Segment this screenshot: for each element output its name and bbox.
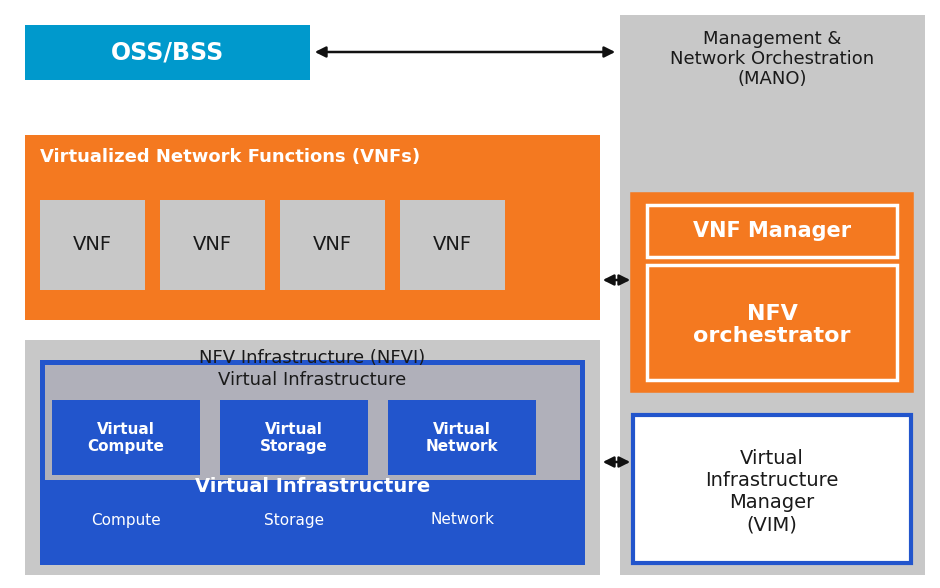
Bar bbox=[220, 400, 368, 475]
Text: orchestrator: orchestrator bbox=[694, 326, 851, 346]
Bar bbox=[647, 205, 897, 257]
Text: Storage: Storage bbox=[260, 439, 328, 454]
Text: (VIM): (VIM) bbox=[746, 516, 797, 534]
Text: Virtual: Virtual bbox=[433, 422, 491, 437]
Bar bbox=[25, 135, 600, 320]
Text: Network: Network bbox=[426, 439, 498, 454]
Text: VNF: VNF bbox=[433, 236, 472, 255]
Bar bbox=[388, 400, 536, 475]
Text: VNF: VNF bbox=[193, 236, 232, 255]
Bar bbox=[647, 265, 897, 380]
Text: Virtual Infrastructure: Virtual Infrastructure bbox=[195, 477, 431, 496]
Text: NFV Infrastructure (NFVI): NFV Infrastructure (NFVI) bbox=[199, 349, 426, 367]
Text: (MANO): (MANO) bbox=[737, 70, 807, 88]
Bar bbox=[40, 360, 585, 565]
Text: Virtual: Virtual bbox=[265, 422, 323, 437]
Bar bbox=[45, 365, 580, 480]
Text: Network Orchestration: Network Orchestration bbox=[670, 50, 874, 68]
Text: Storage: Storage bbox=[264, 513, 324, 527]
Bar bbox=[633, 195, 911, 390]
Bar bbox=[400, 200, 505, 290]
Text: VNF: VNF bbox=[313, 236, 352, 255]
Text: Network: Network bbox=[430, 513, 494, 527]
Bar bbox=[25, 340, 600, 575]
Text: VNF Manager: VNF Manager bbox=[693, 221, 851, 241]
Bar bbox=[52, 400, 200, 475]
Text: Compute: Compute bbox=[87, 439, 164, 454]
Text: OSS/BSS: OSS/BSS bbox=[111, 41, 224, 65]
Text: Virtualized Network Functions (VNFs): Virtualized Network Functions (VNFs) bbox=[40, 148, 420, 166]
Bar bbox=[25, 25, 310, 80]
Text: VNF: VNF bbox=[73, 236, 112, 255]
Bar bbox=[620, 15, 925, 575]
Text: Virtual: Virtual bbox=[97, 422, 155, 437]
Text: NFV: NFV bbox=[746, 305, 797, 325]
Bar bbox=[633, 415, 911, 563]
Text: Virtual Infrastructure: Virtual Infrastructure bbox=[218, 371, 407, 389]
Text: Management &: Management & bbox=[703, 30, 841, 48]
Text: Virtual: Virtual bbox=[740, 449, 804, 469]
Text: Infrastructure: Infrastructure bbox=[705, 472, 838, 490]
Bar bbox=[160, 200, 265, 290]
Bar bbox=[280, 200, 385, 290]
Bar bbox=[40, 360, 585, 565]
Text: Compute: Compute bbox=[91, 513, 161, 527]
Bar bbox=[40, 200, 145, 290]
Text: Manager: Manager bbox=[729, 493, 815, 513]
